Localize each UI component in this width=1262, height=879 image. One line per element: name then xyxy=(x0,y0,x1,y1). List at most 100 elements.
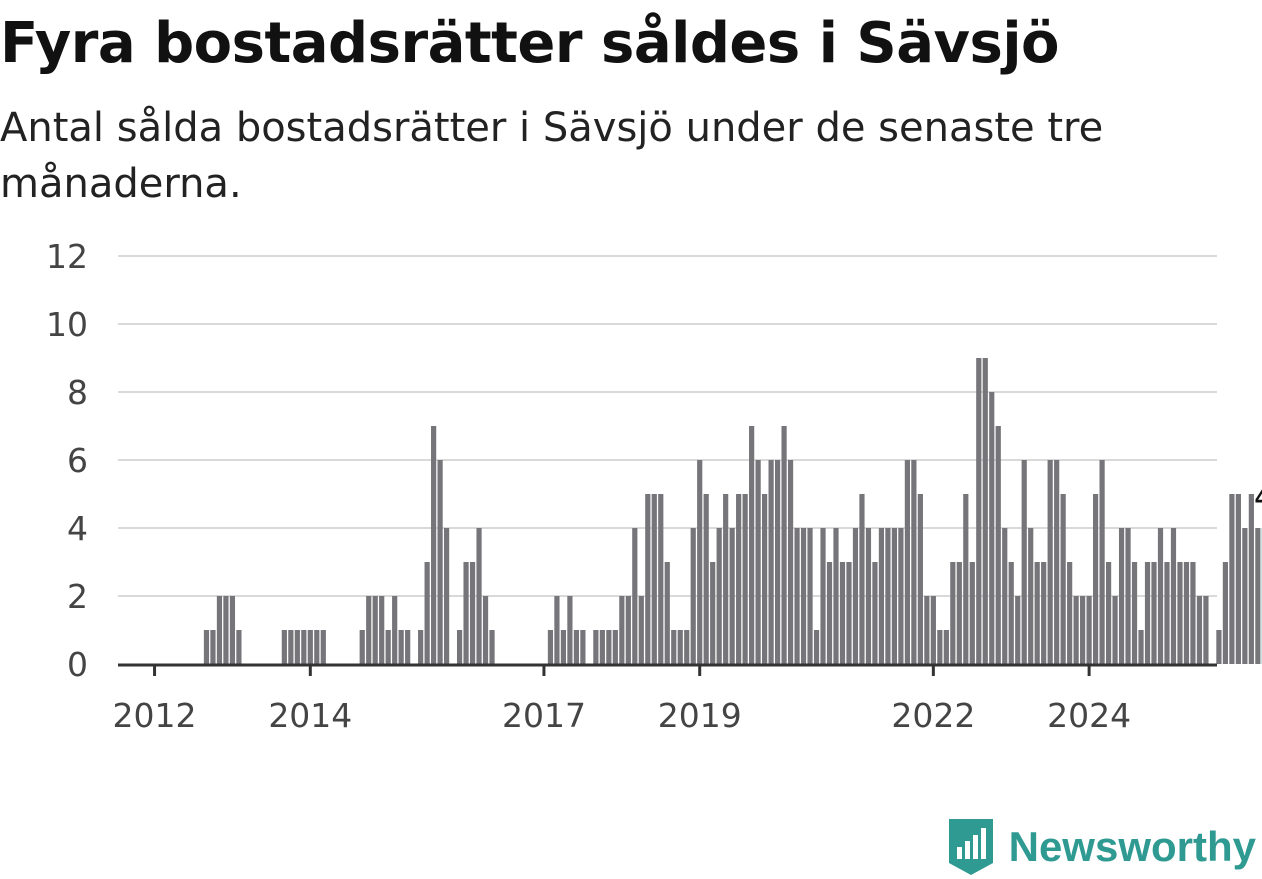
bar xyxy=(742,494,748,664)
bar xyxy=(1099,460,1105,664)
bar xyxy=(1008,562,1014,664)
bar xyxy=(1002,528,1008,664)
bar xyxy=(872,562,878,664)
bar xyxy=(1105,562,1112,664)
x-tick-label: 2014 xyxy=(268,696,352,735)
x-tick-label: 2017 xyxy=(502,696,586,735)
bar xyxy=(379,596,385,664)
bar xyxy=(463,562,469,664)
bar xyxy=(839,562,846,664)
bar xyxy=(210,630,216,664)
bar xyxy=(281,630,287,664)
bar xyxy=(710,562,716,664)
bar xyxy=(1177,562,1183,664)
y-tick-label: 0 xyxy=(67,645,88,684)
bar xyxy=(924,596,930,664)
bar xyxy=(320,630,326,664)
bar xyxy=(716,528,722,664)
bar xyxy=(762,494,768,664)
bar xyxy=(1235,494,1241,664)
gridlines xyxy=(118,255,1217,597)
bar xyxy=(729,528,735,664)
bar xyxy=(418,630,424,664)
y-axis-labels: 0 2 4 6 8 10 12 xyxy=(46,237,88,684)
bar xyxy=(995,426,1001,664)
bar xyxy=(294,630,300,664)
bar xyxy=(560,630,567,664)
y-tick-label: 4 xyxy=(67,509,88,548)
brand-name: Newsworthy xyxy=(1008,823,1256,870)
bar xyxy=(612,630,618,664)
bar xyxy=(904,460,910,664)
bar xyxy=(1112,596,1118,664)
bar xyxy=(749,426,755,664)
brand-logo: Newsworthy xyxy=(945,815,1256,879)
bar xyxy=(800,528,807,664)
bar xyxy=(1073,596,1079,664)
bar xyxy=(1021,460,1027,664)
bar xyxy=(736,494,742,664)
bar xyxy=(658,494,664,664)
bar xyxy=(1060,494,1066,664)
x-axis-labels: 2012 2014 2017 2019 2022 2024 xyxy=(113,665,1131,735)
bar xyxy=(885,528,891,664)
bar xyxy=(489,630,495,664)
bar xyxy=(223,596,229,664)
chart-subtitle: Antal sålda bostadsrätter i Sävsjö under… xyxy=(0,105,1104,207)
bar xyxy=(236,630,242,664)
bar xyxy=(781,426,787,664)
x-tick-label: 2024 xyxy=(1047,696,1131,735)
bar xyxy=(554,596,560,664)
bar xyxy=(950,562,956,664)
bar xyxy=(1034,562,1040,664)
bar xyxy=(846,562,852,664)
bar xyxy=(580,630,586,664)
bar xyxy=(930,596,936,664)
y-tick-label: 8 xyxy=(67,373,88,412)
bar xyxy=(807,528,813,664)
bar xyxy=(1047,460,1053,664)
bar xyxy=(456,630,463,664)
bar xyxy=(372,596,378,664)
bar xyxy=(1222,562,1228,664)
bar xyxy=(606,630,612,664)
bar xyxy=(1170,528,1177,664)
newsworthy-bar-chart-icon xyxy=(948,819,993,875)
bar xyxy=(865,528,872,664)
bar xyxy=(1229,494,1235,664)
bar xyxy=(1255,528,1261,664)
bar xyxy=(911,460,917,664)
bar xyxy=(424,562,430,664)
bar xyxy=(1125,528,1131,664)
bar xyxy=(1242,528,1248,664)
bar xyxy=(567,596,573,664)
bar xyxy=(1093,494,1099,664)
bar xyxy=(619,596,625,664)
bar xyxy=(697,460,703,664)
bar xyxy=(787,460,794,664)
last-value-label: 4 xyxy=(1254,477,1262,516)
bar xyxy=(1080,596,1086,664)
bar xyxy=(891,528,898,664)
bar xyxy=(1190,562,1196,664)
bar xyxy=(1118,528,1125,664)
bar xyxy=(1144,562,1151,664)
bar xyxy=(307,630,313,664)
bar xyxy=(943,630,949,664)
bar xyxy=(826,562,833,664)
bar xyxy=(963,494,969,664)
bar xyxy=(1248,494,1254,664)
bar xyxy=(1164,562,1170,664)
bar xyxy=(359,630,365,664)
bar xyxy=(645,494,651,664)
bar xyxy=(690,528,696,664)
x-tick-label: 2012 xyxy=(113,696,197,735)
bar xyxy=(1086,596,1092,664)
bar xyxy=(203,630,210,664)
bar xyxy=(937,630,943,664)
bar xyxy=(1196,596,1203,664)
bar xyxy=(638,596,644,664)
bar xyxy=(956,562,962,664)
bar xyxy=(632,528,638,664)
bar xyxy=(1216,630,1222,664)
